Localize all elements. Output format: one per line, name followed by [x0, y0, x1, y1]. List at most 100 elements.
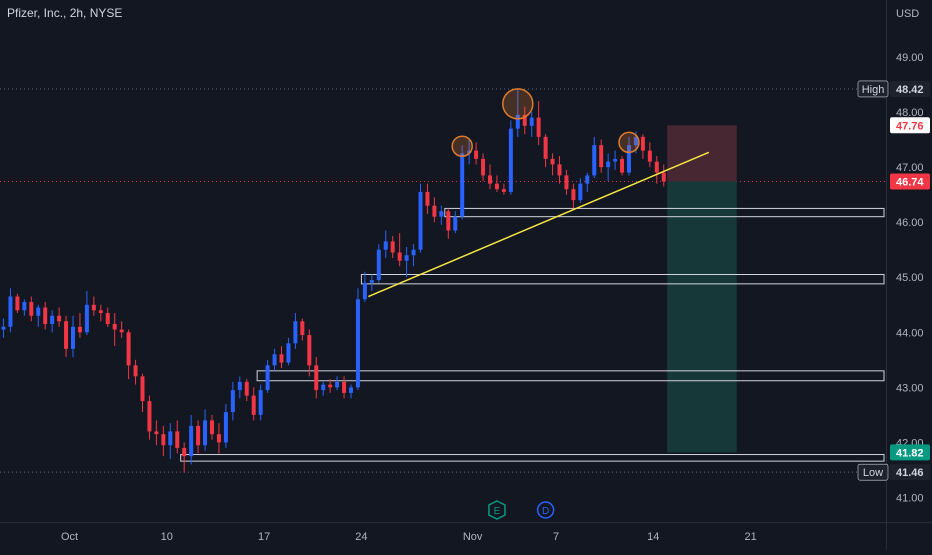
candle-body: [522, 114, 527, 126]
candle-body: [606, 161, 611, 168]
price-label-box: [890, 173, 930, 190]
candle-body: [91, 304, 96, 311]
price-label-name: Low: [863, 467, 883, 479]
candle-body: [223, 412, 228, 443]
candle-body: [467, 150, 472, 154]
candle-body: [383, 241, 388, 250]
candle-body: [390, 241, 395, 253]
support-zone-box[interactable]: [180, 454, 885, 462]
candle-body: [36, 307, 41, 316]
event-badge-e[interactable]: E: [488, 500, 506, 520]
circle-marker[interactable]: [451, 135, 473, 157]
support-zone-box[interactable]: [360, 273, 885, 285]
candle-body: [300, 321, 305, 336]
chart-title: Pfizer, Inc., 2h, NYSE: [7, 6, 122, 20]
time-axis[interactable]: Oct 10 17 24 Nov 7 14 21: [61, 531, 757, 543]
candle-body: [578, 183, 583, 201]
candle-body: [251, 395, 256, 415]
candle-body: [460, 153, 465, 217]
date-tick-label: 10: [161, 531, 173, 543]
candle-body: [279, 354, 284, 363]
candle-body: [307, 335, 312, 366]
candle-body: [230, 390, 235, 413]
candle-body: [474, 150, 479, 159]
price-label-name: High: [862, 84, 885, 96]
price-label-value: 41.82: [896, 447, 924, 459]
price-tick-label: 45.00: [896, 272, 924, 284]
earnings-icon: [488, 500, 506, 520]
price-tick-label: 49.00: [896, 52, 924, 64]
price-label-box: [890, 117, 930, 134]
candle-body: [286, 343, 291, 363]
candles: [1, 88, 666, 473]
candle-body: [376, 249, 381, 280]
event-badge-d[interactable]: D: [536, 501, 555, 519]
candle-body: [592, 145, 597, 176]
support-zone-box[interactable]: [256, 370, 885, 382]
position-zones: [180, 125, 885, 462]
candle-body: [105, 313, 110, 325]
candle-body: [258, 390, 263, 415]
candle-body: [342, 381, 347, 393]
candle-body: [557, 164, 562, 176]
candle-body: [432, 205, 437, 217]
candle-body: [335, 381, 340, 388]
candle-body: [355, 299, 360, 388]
candle-body: [627, 145, 631, 173]
candle-body: [22, 302, 27, 311]
candle-body: [321, 384, 326, 391]
candle-body: [189, 425, 194, 457]
candle-body: [119, 329, 124, 333]
candle-body: [494, 183, 499, 190]
date-tick-label: 7: [553, 531, 559, 543]
candle-body: [112, 324, 117, 330]
candle-body: [140, 376, 145, 402]
price-label-stop: 47.76: [890, 117, 930, 134]
candle-body: [501, 189, 506, 192]
candle-body: [64, 321, 69, 349]
price-label-name-box: [857, 80, 889, 98]
price-axis[interactable]: 41.0042.0043.0044.0045.0046.0047.0048.00…: [857, 52, 930, 504]
candle-body: [15, 296, 20, 311]
candle-body: [529, 117, 534, 126]
candle-body: [98, 310, 103, 314]
candle-body: [244, 381, 249, 396]
price-label-value: 48.42: [896, 84, 924, 96]
candle-body: [57, 315, 62, 322]
candle-body: [488, 175, 492, 184]
earnings-badge-label: E: [494, 506, 501, 517]
price-tick-label: 48.00: [896, 107, 924, 119]
support-zone-box[interactable]: [444, 207, 885, 218]
trendline[interactable]: [368, 151, 710, 298]
candle-body: [349, 387, 353, 393]
candle-body: [620, 158, 625, 173]
candle-body: [508, 128, 513, 192]
stop-loss-zone[interactable]: [667, 125, 737, 182]
price-label-target: 41.82: [890, 444, 930, 461]
candle-body: [640, 136, 645, 151]
price-label-box: [890, 464, 930, 481]
candle-body: [43, 307, 48, 325]
candle-body: [8, 296, 13, 327]
price-label-high: 48.42 High: [857, 80, 930, 98]
candle-body: [599, 145, 604, 168]
take-profit-zone[interactable]: [667, 181, 737, 453]
candle-body: [633, 136, 638, 146]
candle-body: [369, 280, 374, 283]
candle-body: [265, 365, 270, 391]
candle-body: [272, 354, 277, 366]
candle-body: [1, 326, 6, 330]
circle-marker[interactable]: [618, 131, 640, 154]
candle-body: [411, 249, 416, 256]
currency-label: USD: [896, 8, 919, 20]
candle-body: [147, 401, 152, 432]
candle-body: [654, 161, 659, 173]
candle-body: [481, 158, 486, 176]
candle-body: [446, 211, 451, 231]
circle-marker[interactable]: [502, 88, 534, 120]
price-label-value: 46.74: [896, 176, 924, 188]
date-tick-label: 21: [744, 531, 756, 543]
candle-body: [613, 158, 618, 162]
